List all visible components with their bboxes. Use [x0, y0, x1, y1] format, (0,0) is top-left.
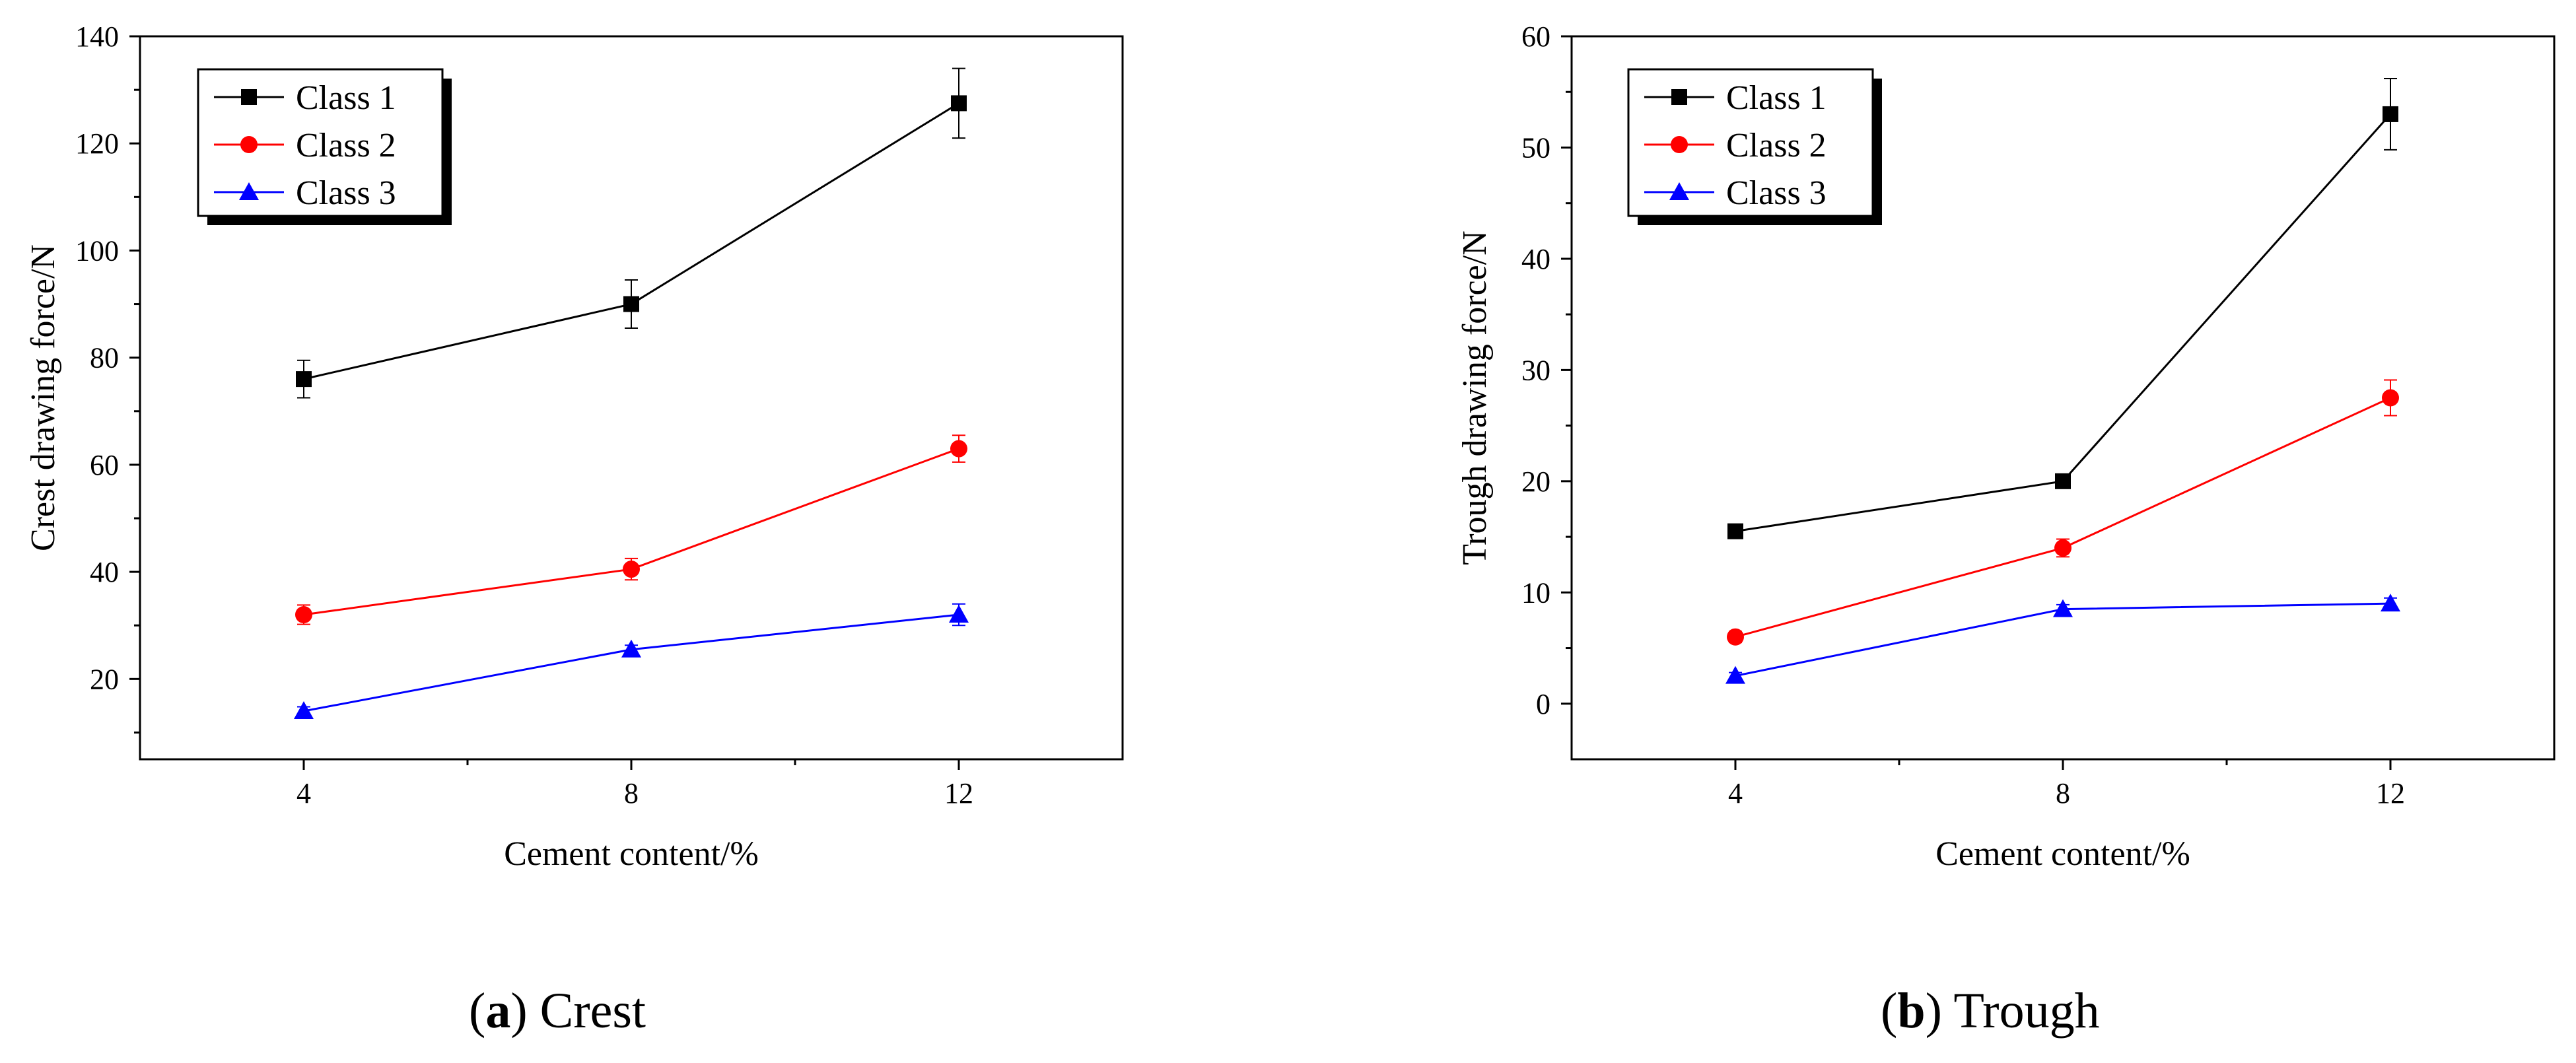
legend-box	[1627, 68, 1874, 217]
legend-label: Class 2	[1726, 127, 1827, 164]
data-point	[294, 701, 314, 719]
data-point	[621, 639, 641, 658]
data-point	[2381, 594, 2400, 612]
chart-trough: 0 10 20 30 40 50 60 4 8 12 Cement content/% Trough …	[1456, 20, 2556, 873]
y-tick-label: 40	[1521, 243, 1550, 275]
data-point	[2054, 539, 2071, 557]
y-tick-label: 0	[1536, 688, 1550, 720]
chart-crest: 20 40 60 80 100 120 140 4 8 12 Cement content/% Cre…	[24, 20, 1124, 873]
data-point	[296, 371, 312, 388]
legend-marker	[1671, 89, 1687, 105]
x-tick-label: 8	[2056, 777, 2070, 809]
x-tick-label: 12	[2376, 777, 2405, 809]
data-point	[2053, 599, 2073, 617]
caption-text: Crest	[540, 983, 646, 1039]
y-tick-label: 120	[75, 127, 119, 160]
caption-text: Trough	[1953, 983, 2100, 1039]
y-tick-label: 20	[1521, 465, 1550, 498]
legend-marker	[239, 182, 259, 200]
y-axis-title: Trough drawing force/N	[1456, 230, 1494, 565]
data-point	[1727, 628, 1744, 646]
data-point	[623, 296, 639, 312]
legend-marker	[1671, 136, 1688, 153]
legend-label: Class 3	[296, 174, 396, 212]
x-tick-label: 4	[296, 777, 311, 809]
y-tick-label: 80	[90, 342, 119, 374]
legend-marker	[240, 136, 258, 153]
y-tick-label: 100	[75, 234, 119, 267]
y-tick-label: 20	[90, 663, 119, 695]
y-axis-title: Crest drawing force/N	[24, 244, 62, 551]
y-tick-label: 30	[1521, 354, 1550, 386]
y-tick-label: 10	[1521, 576, 1550, 609]
y-tick-label: 50	[1521, 131, 1550, 164]
legend-label: Class 2	[296, 127, 396, 164]
data-point	[2055, 473, 2071, 489]
y-tick-label: 60	[90, 449, 119, 481]
data-point	[2382, 389, 2399, 407]
data-point	[623, 561, 640, 578]
data-point	[1727, 523, 1743, 539]
series-line	[303, 613, 959, 712]
legend-marker	[241, 89, 257, 105]
caption-letter: a	[485, 983, 511, 1039]
data-point	[950, 440, 967, 458]
data-point	[295, 606, 312, 623]
x-tick-label: 8	[624, 777, 639, 809]
data-point	[2383, 106, 2398, 122]
x-axis-title: Cement content/%	[504, 835, 759, 873]
legend-label: Class 1	[1726, 79, 1827, 117]
x-tick-label: 12	[944, 777, 973, 809]
series-line	[303, 448, 959, 616]
x-tick-label: 4	[1728, 777, 1743, 809]
caption-letter: b	[1897, 983, 1926, 1039]
legend-marker	[1669, 182, 1689, 200]
y-tick-label: 40	[90, 556, 119, 588]
x-axis-title: Cement content/%	[1935, 835, 2190, 873]
legend-label: Class 3	[1726, 174, 1827, 212]
data-point	[951, 95, 967, 112]
legend-label: Class 1	[296, 79, 396, 117]
data-point	[949, 605, 969, 623]
caption-trough: (b) Trough	[1881, 983, 2100, 1039]
caption-crest: (a) Crest	[469, 983, 646, 1039]
y-tick-label: 60	[1521, 20, 1550, 53]
data-point	[1725, 666, 1745, 684]
y-tick-label: 140	[75, 20, 119, 53]
